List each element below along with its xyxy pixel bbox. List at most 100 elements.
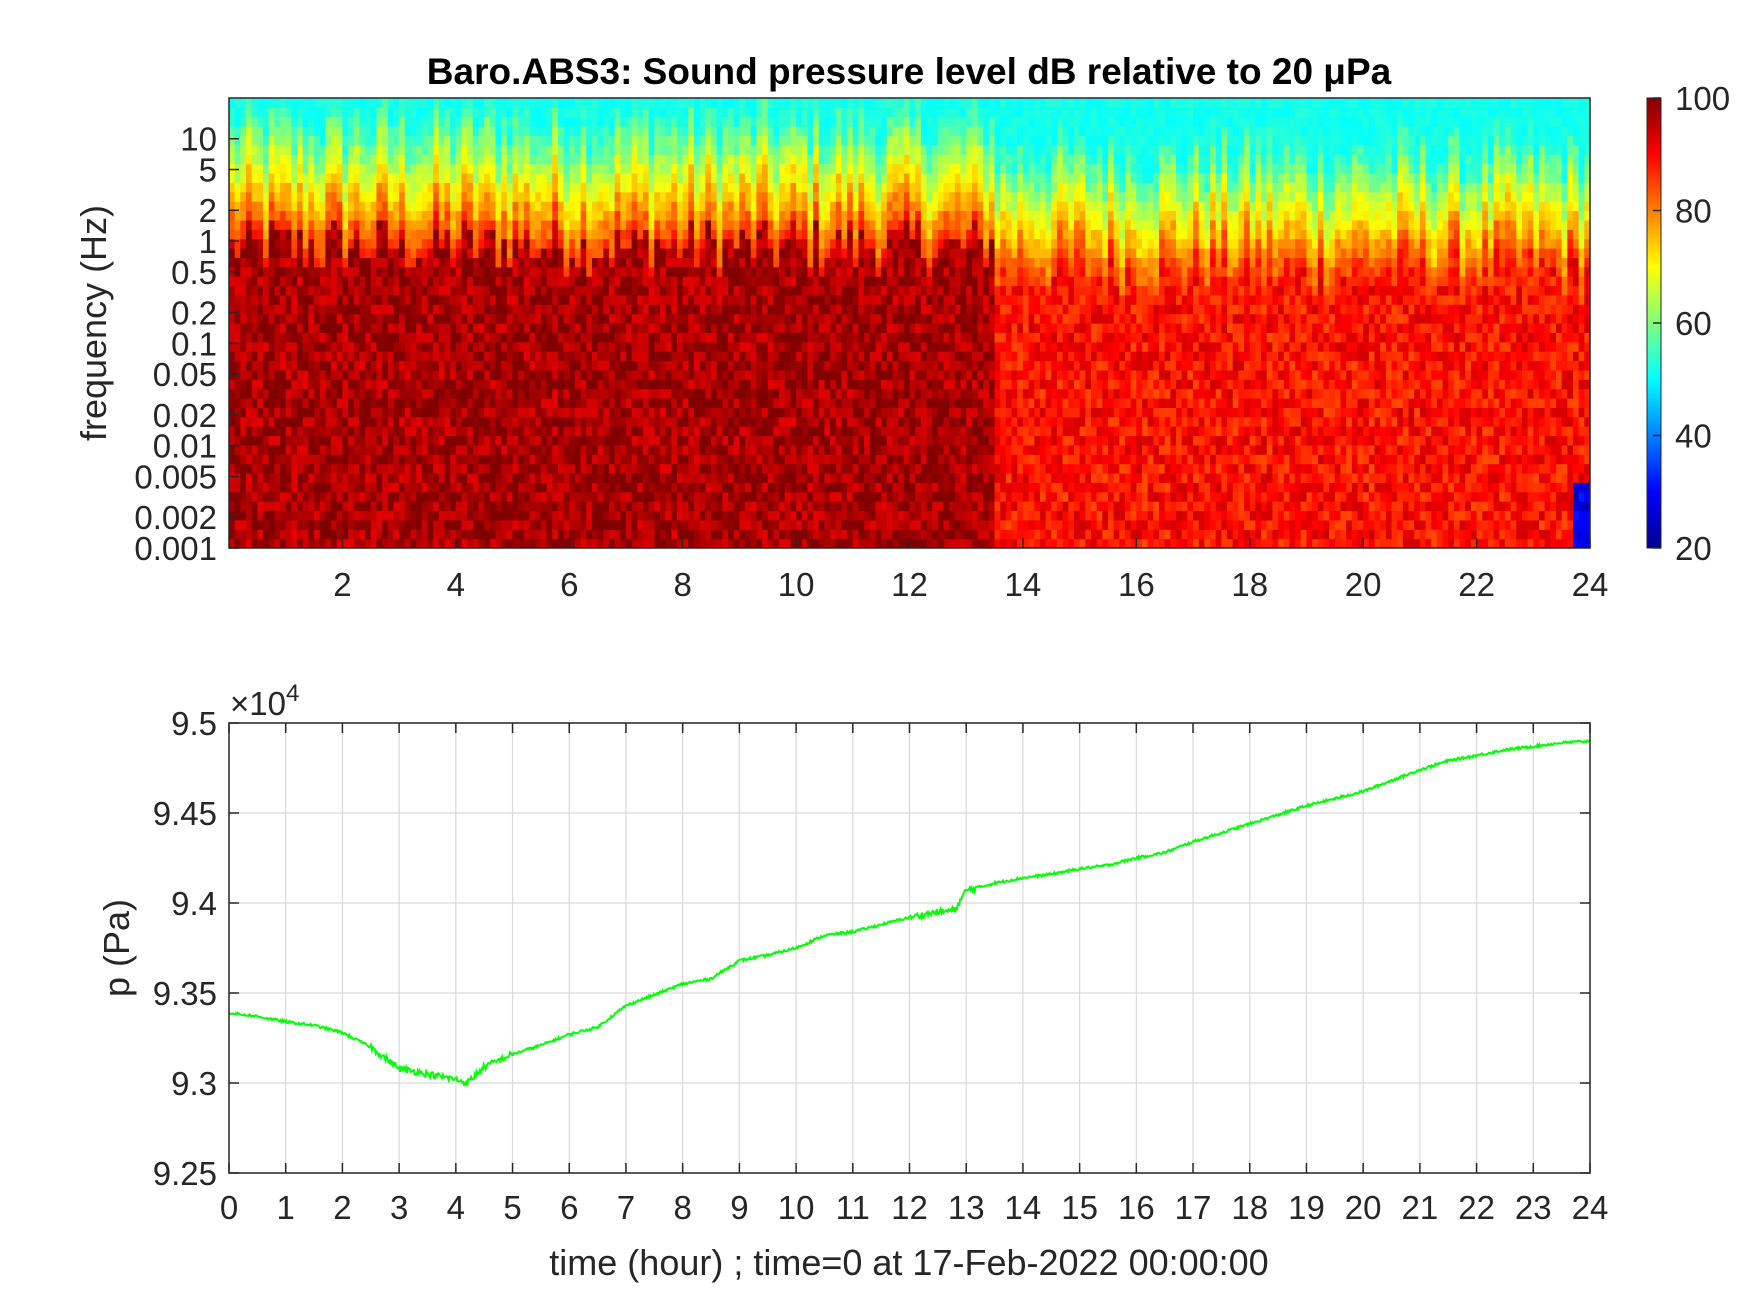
spectrogram-cell: [580, 257, 587, 268]
spectrogram-cell: [291, 341, 298, 352]
spectrogram-cell: [342, 285, 349, 296]
spectrogram-cell: [467, 454, 474, 465]
spectrogram-cell: [813, 454, 820, 465]
spectrogram-cell: [750, 473, 757, 483]
spectrogram-cell: [302, 107, 309, 118]
spectrogram-cell: [421, 519, 429, 530]
spectrogram-cell: [586, 332, 593, 343]
spectrogram-cell: [750, 510, 757, 521]
spectrogram-cell: [722, 107, 729, 118]
spectrogram-cell: [574, 173, 582, 183]
spectrogram-cell: [745, 313, 752, 324]
spectrogram-cell: [682, 266, 689, 277]
spectrogram-cell: [665, 304, 672, 315]
spectrogram-cell: [495, 379, 502, 390]
spectrogram-cell: [535, 107, 542, 118]
spectrogram-cell: [722, 257, 729, 268]
spectrogram-cell: [353, 210, 361, 221]
spectrogram-cell: [268, 98, 275, 108]
spectrogram-cell: [591, 238, 599, 249]
spectrogram-cell: [722, 351, 729, 362]
spectrogram-cell: [733, 285, 740, 296]
spectrogram-cell: [455, 351, 463, 362]
spectrogram-cell: [512, 454, 519, 465]
spectrogram-cell: [694, 426, 701, 437]
spectrogram-cell: [586, 210, 593, 221]
spectrogram-cell: [773, 191, 780, 202]
spectrogram-cell: [472, 323, 480, 333]
spectrogram-cell: [625, 323, 633, 333]
spectrogram-cell: [353, 482, 361, 493]
spectrogram-cell: [756, 210, 763, 221]
spectrogram-cell: [642, 426, 650, 437]
spectrogram-cell: [410, 116, 417, 127]
spectrogram-cell: [370, 379, 378, 390]
spectrogram-cell: [421, 285, 429, 296]
spectrogram-cell: [642, 294, 650, 305]
spectrogram-cell: [739, 444, 746, 455]
spectrogram-cell: [711, 201, 718, 212]
spectrogram-cell: [756, 285, 763, 296]
spectrogram-cell: [410, 388, 417, 399]
spectrogram-cell: [557, 238, 565, 249]
spectrogram-cell: [234, 398, 241, 408]
spectrogram-cell: [699, 107, 706, 118]
spectrogram-cell: [274, 444, 281, 455]
spectrogram-cell: [620, 519, 627, 530]
spectrogram-cell: [773, 285, 780, 296]
spectrogram-cell: [376, 304, 383, 315]
spectrogram-cell: [257, 482, 264, 493]
spectrogram-cell: [427, 426, 434, 437]
spectrogram-cell: [745, 473, 752, 483]
spectrogram-cell: [251, 210, 258, 221]
spectrogram-cell: [387, 379, 395, 390]
spectrogram-cell: [370, 444, 378, 455]
spectrogram-cell: [506, 163, 514, 174]
spectrogram-cell: [472, 257, 480, 268]
spectrogram-cell: [540, 266, 548, 277]
spectrogram-cell: [336, 107, 344, 118]
spectrogram-cell: [779, 482, 786, 493]
spectrogram-cell: [557, 444, 565, 455]
spectrogram-cell: [512, 304, 519, 315]
spectrogram-cell: [455, 154, 463, 165]
spectrogram-cell: [489, 501, 497, 512]
spectrogram-cell: [427, 444, 434, 455]
spectrogram-cell: [291, 163, 298, 174]
spectrogram-cell: [450, 248, 457, 258]
spectrogram-cell: [671, 332, 678, 343]
spectrogram-cell: [444, 360, 451, 371]
spectrogram-cell: [450, 266, 457, 277]
spectrogram-cell: [546, 294, 553, 305]
spectrogram-cell: [489, 323, 497, 333]
spectrogram-cell: [790, 360, 797, 371]
spectrogram-cell: [756, 491, 763, 502]
spectrogram-cell: [359, 435, 366, 446]
spectrogram-cell: [665, 266, 672, 277]
spectrogram-cell: [280, 482, 287, 493]
spectrogram-cell: [285, 398, 292, 408]
spectrogram-cell: [699, 369, 706, 380]
spectrogram-cell: [580, 538, 587, 548]
spectrogram-cell: [319, 463, 326, 474]
spectrogram-cell: [779, 538, 786, 548]
spectrogram-cell: [518, 107, 525, 118]
spectrogram-cell: [444, 482, 451, 493]
spectrogram-cell: [495, 173, 502, 183]
spectrogram-cell: [801, 369, 809, 380]
spectrogram-cell: [688, 444, 695, 455]
spectrogram-cell: [597, 426, 604, 437]
spectrogram-cell: [807, 501, 814, 512]
spectrogram-cell: [251, 369, 258, 380]
spectrogram-cell: [489, 426, 497, 437]
spectrogram-cell: [404, 313, 412, 324]
spectrogram-cell: [784, 135, 792, 146]
spectrogram-cell: [342, 182, 349, 193]
spectrogram-cell: [631, 116, 638, 127]
spectrogram-cell: [461, 454, 468, 465]
spectrogram-cell: [563, 107, 570, 118]
spectrogram-cell: [382, 173, 389, 183]
spectrogram-cell: [648, 426, 655, 437]
spectrogram-cell: [728, 369, 735, 380]
spectrogram-cell: [523, 257, 531, 268]
